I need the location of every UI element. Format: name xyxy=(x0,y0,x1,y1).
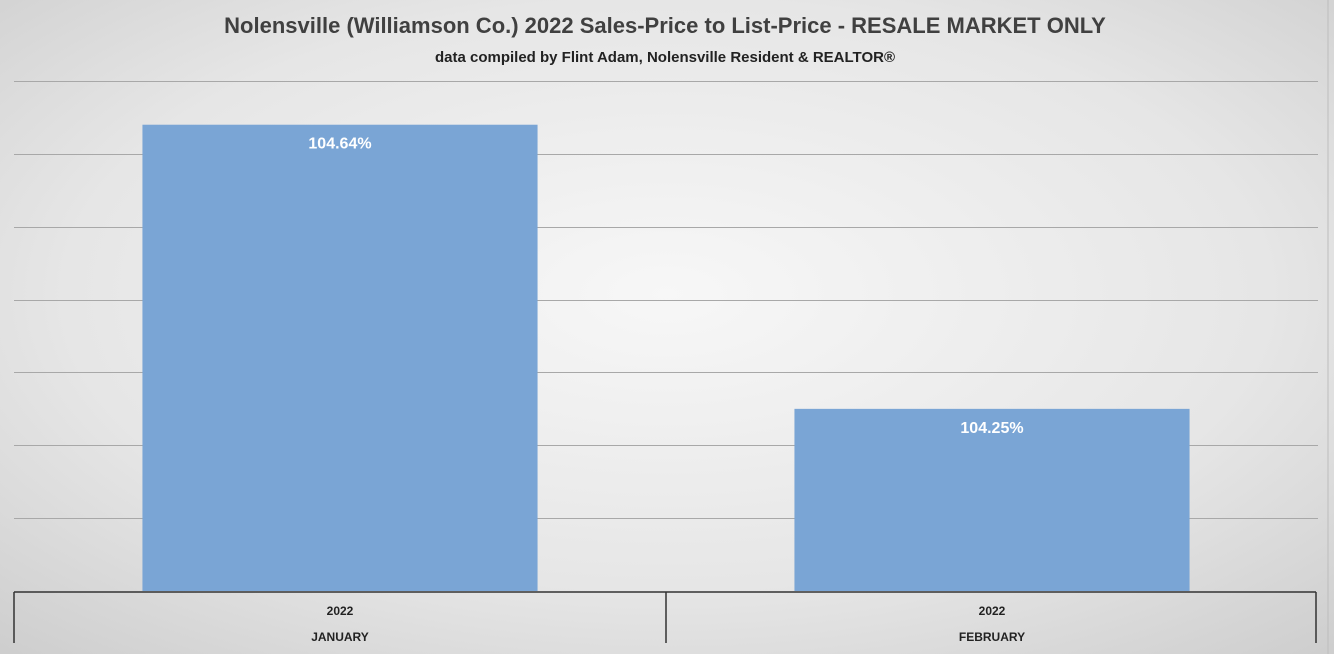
category-year-label: 2022 xyxy=(327,604,354,618)
data-label: 104.64% xyxy=(308,136,371,153)
category-month-label: FEBRUARY xyxy=(959,630,1025,644)
chart-title: Nolensville (Williamson Co.) 2022 Sales-… xyxy=(224,13,1106,38)
chart-subtitle: data compiled by Flint Adam, Nolensville… xyxy=(435,49,895,66)
data-label: 104.25% xyxy=(960,420,1023,437)
data-labels: 104.64% 104.25% xyxy=(308,136,1023,437)
category-month-label: JANUARY xyxy=(311,630,369,644)
bar xyxy=(142,124,538,591)
bar xyxy=(794,408,1190,591)
category-year-label: 2022 xyxy=(979,604,1006,618)
category-axis: 2022 JANUARY 2022 FEBRUARY xyxy=(13,591,1317,644)
bars xyxy=(142,124,1190,591)
